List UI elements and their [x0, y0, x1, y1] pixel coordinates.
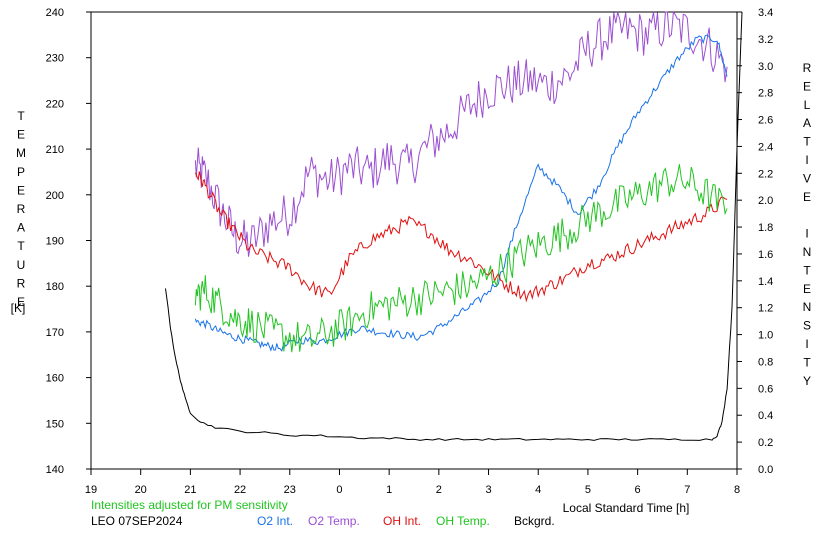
- plot-series: [165, 10, 743, 441]
- right-tick-label: 0.4: [758, 410, 773, 422]
- right-title-letter: N: [803, 300, 812, 314]
- right-title-letter: N: [803, 245, 812, 259]
- left-tick-label: 230: [46, 53, 64, 65]
- right-tick-label: 0.0: [758, 464, 773, 476]
- x-tick-label: 23: [284, 484, 296, 496]
- left-tick-label: 210: [46, 144, 64, 156]
- x-tick-label: 19: [85, 484, 97, 496]
- left-tick-label: 170: [46, 327, 64, 339]
- x-tick-label: 6: [635, 484, 641, 496]
- series-line-oh-int: [194, 171, 728, 303]
- right-title-letter: T: [803, 135, 811, 149]
- right-title-letter: R: [803, 61, 812, 75]
- x-tick-label: 2: [436, 484, 442, 496]
- legend-item: OH Temp.: [436, 514, 490, 528]
- x-tick-label: 22: [234, 484, 246, 496]
- x-tick-label: 8: [734, 484, 740, 496]
- x-tick-label: 5: [585, 484, 591, 496]
- left-tick-label: 160: [46, 373, 64, 385]
- right-title-letter: E: [803, 190, 811, 204]
- right-title-letter: Y: [803, 374, 811, 388]
- right-tick-label: 3.2: [758, 34, 773, 46]
- left-axis-unit: [K]: [11, 301, 26, 315]
- right-tick-label: 3.4: [758, 7, 773, 19]
- right-tick-label: 2.4: [758, 141, 773, 153]
- left-tick-label: 200: [46, 190, 64, 202]
- right-title-letter: I: [805, 337, 808, 351]
- left-title-letter: A: [17, 221, 25, 235]
- x-tick-label: 21: [184, 484, 196, 496]
- left-tick-label: 220: [46, 98, 64, 110]
- right-tick-label: 1.0: [758, 330, 773, 342]
- right-tick-label: 1.6: [758, 249, 773, 261]
- series-line-bckgrd: [165, 11, 743, 441]
- x-tick-label: 1: [386, 484, 392, 496]
- left-title-letter: E: [17, 295, 25, 309]
- right-tick-label: 1.2: [758, 303, 773, 315]
- left-title-letter: E: [17, 183, 25, 197]
- left-title-letter: U: [17, 258, 26, 272]
- left-title-letter: T: [17, 109, 25, 123]
- right-axis-ticks: 0.0 0.2 0.4 0.6 0.8 1.0 1.2 1.4 1.6 1.8 2.0 2.2 2.4 2…: [737, 7, 773, 476]
- legend-item: O2 Temp.: [308, 514, 360, 528]
- legend-item: O2 Int.: [257, 514, 293, 528]
- right-tick-label: 1.8: [758, 222, 773, 234]
- x-tick-label: 20: [135, 484, 147, 496]
- right-title-letter: E: [803, 79, 811, 93]
- left-tick-label: 150: [46, 418, 64, 430]
- right-title-letter: S: [803, 319, 811, 333]
- left-title-letter: E: [17, 128, 25, 142]
- right-tick-label: 2.2: [758, 168, 773, 180]
- right-title-letter: T: [803, 355, 811, 369]
- right-tick-label: 0.6: [758, 383, 773, 395]
- x-tick-label: 7: [684, 484, 690, 496]
- x-tick-label: 0: [336, 484, 342, 496]
- left-title-letter: R: [17, 276, 26, 290]
- legend: O2 Int. O2 Temp. OH Int. OH Temp. Bckgrd.: [257, 514, 555, 528]
- station-date: LEO 07SEP2024: [91, 514, 183, 528]
- right-tick-label: 2.0: [758, 195, 773, 207]
- right-tick-label: 3.0: [758, 61, 773, 73]
- left-axis-ticks: 140 150 160 170 180 190 200 210 220 230 240: [46, 7, 91, 476]
- right-title-letter: I: [805, 227, 808, 241]
- note-text: Intensities adjusted for PM sensitivity: [91, 498, 288, 512]
- right-title-letter: T: [803, 263, 811, 277]
- right-title-letter: E: [803, 282, 811, 296]
- legend-item: OH Int.: [383, 514, 421, 528]
- right-tick-label: 2.6: [758, 115, 773, 127]
- series-line-o2-temp: [194, 10, 728, 257]
- left-tick-label: 190: [46, 236, 64, 248]
- x-tick-label: 4: [535, 484, 541, 496]
- left-title-letter: T: [17, 239, 25, 253]
- right-tick-label: 2.8: [758, 88, 773, 100]
- right-title-letter: V: [803, 171, 811, 185]
- x-axis-label: Local Standard Time [h]: [563, 501, 690, 515]
- right-title-letter: L: [804, 98, 811, 112]
- left-title-letter: M: [16, 146, 26, 160]
- legend-item: Bckgrd.: [514, 514, 555, 528]
- right-tick-label: 1.4: [758, 276, 773, 288]
- x-tick-label: 3: [485, 484, 491, 496]
- left-title-letter: P: [17, 165, 25, 179]
- right-title-letter: A: [803, 116, 811, 130]
- right-title-letter: I: [805, 153, 808, 167]
- right-tick-label: 0.2: [758, 437, 773, 449]
- series-line-o2-int: [194, 34, 728, 352]
- left-tick-label: 240: [46, 7, 64, 19]
- right-tick-label: 0.8: [758, 356, 773, 368]
- series-line-oh-temp: [194, 164, 728, 353]
- x-axis-ticks: 19 20 21 22 23 0 1 2 3 4 5 6 7 8: [85, 469, 740, 496]
- left-tick-label: 180: [46, 281, 64, 293]
- left-title-letter: R: [17, 202, 26, 216]
- left-tick-label: 140: [46, 464, 64, 476]
